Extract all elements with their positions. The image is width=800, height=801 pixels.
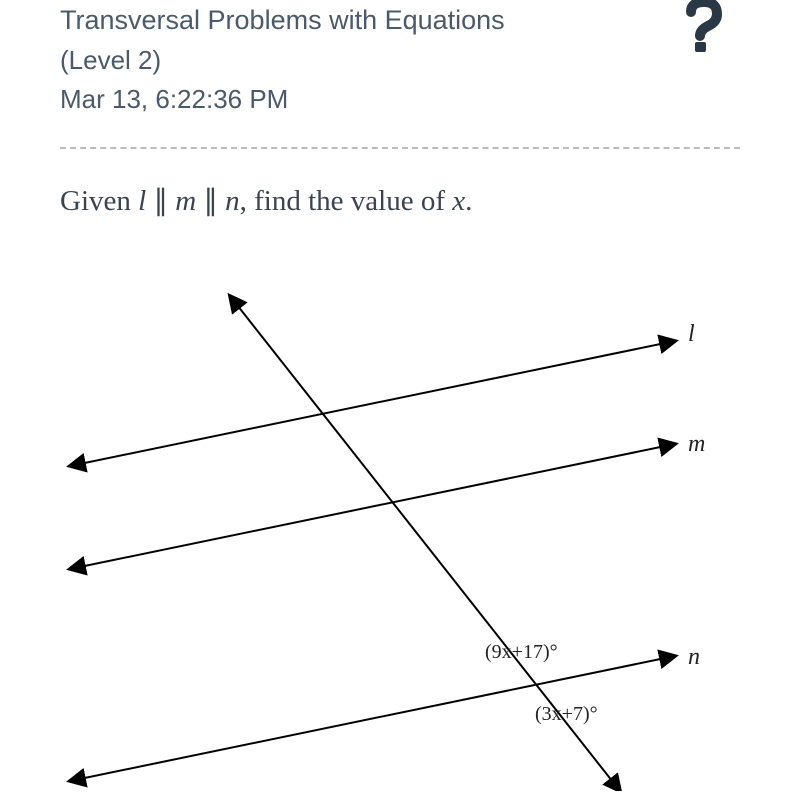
problem-statement: Given l ∥ m ∥ n, find the value of x. — [60, 181, 740, 222]
var-x: x — [452, 185, 465, 217]
var-l: l — [138, 185, 146, 217]
var-n: n — [225, 185, 240, 217]
var-m: m — [175, 185, 196, 217]
problem-end: . — [465, 185, 472, 217]
angle-top: (9x+17)° — [485, 641, 558, 664]
angle-bottom: (3x+7)° — [535, 703, 598, 726]
diagram: l m n (9x+17)° (3x+7)° — [60, 271, 740, 791]
problem-prefix: Given — [60, 185, 138, 217]
problem-level: (Level 2) — [60, 41, 740, 80]
header: Transversal Problems with Equations (Lev… — [60, 0, 740, 119]
help-icon[interactable] — [683, 0, 725, 57]
label-m: m — [688, 431, 705, 458]
parallel-2: ∥ — [196, 185, 225, 217]
problem-suffix: , find the value of — [240, 185, 453, 217]
label-n: n — [688, 644, 700, 671]
parallel-1: ∥ — [146, 185, 175, 217]
diagram-svg — [60, 271, 740, 791]
problem-title: Transversal Problems with Equations — [60, 0, 740, 41]
divider — [60, 147, 740, 149]
problem-card: Transversal Problems with Equations (Lev… — [0, 0, 800, 801]
label-l: l — [688, 321, 695, 348]
timestamp: Mar 13, 6:22:36 PM — [60, 80, 740, 119]
